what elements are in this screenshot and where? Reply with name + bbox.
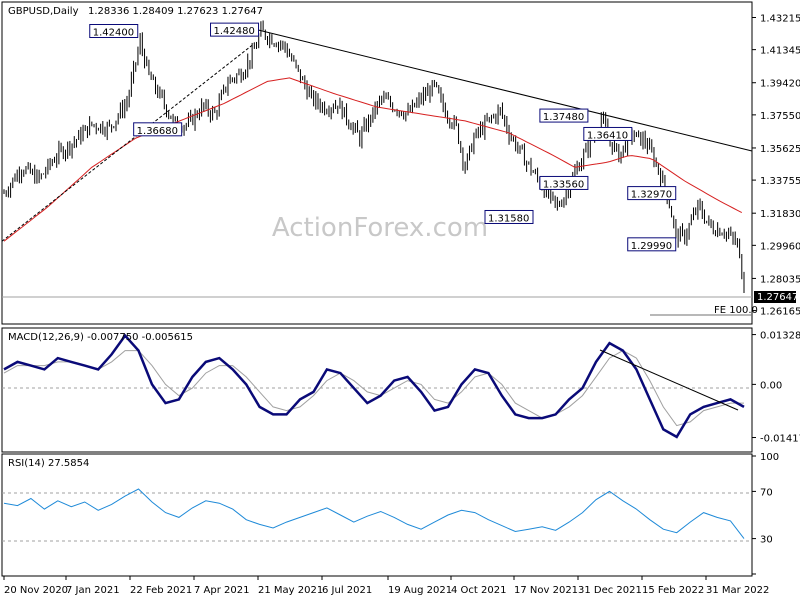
price-tick-label: 1.39420 (760, 79, 800, 90)
macd-panel: MACD(12,26,9) -0.007750 -0.005615 0.0132… (1, 327, 800, 453)
price-tick-label: 1.37550 (760, 111, 800, 122)
price-annotation-box (484, 209, 534, 224)
rsi-line (3, 488, 745, 539)
price-tick-label: 1.33755 (760, 176, 800, 187)
price-annotation: 1.31580 (488, 213, 529, 224)
macd-tick-label: -0.014173 (760, 434, 800, 445)
price-tick-label: 1.29960 (760, 241, 800, 252)
price-panel-frame (1, 1, 753, 325)
price-tick-label: 1.28035 (760, 274, 800, 285)
x-tick-label: 6 Jul 2021 (322, 585, 372, 596)
price-panel: ActionForex.com 1.42400 1.42480 1.36680 1.3… (1, 1, 800, 325)
x-tick-label: 15 Feb 2022 (642, 585, 704, 596)
price-annotation-box (627, 237, 677, 252)
rsi-tick-label: 100 (760, 452, 779, 463)
rsi-panel-frame (1, 453, 753, 577)
price-tick-label: 1.43215 (760, 13, 800, 24)
price-tick-label: 1.41345 (760, 46, 800, 57)
x-tick-label: 21 May 2021 (258, 585, 323, 596)
last-price-box (754, 291, 796, 303)
x-tick-label: 7 Jan 2021 (66, 585, 120, 596)
price-tick-label: 1.31830 (760, 209, 800, 220)
macd-panel-frame (1, 327, 753, 453)
price-annotation-box (133, 122, 183, 137)
price-panel-title: GBPUSD,Daily (8, 6, 79, 17)
rsi-tick-label: 70 (760, 487, 773, 498)
ohlc-header: 1.28336 1.28409 1.27623 1.27647 (88, 6, 263, 17)
rsi-title: RSI(14) 27.5854 (8, 458, 89, 469)
x-tick-label: 7 Apr 2021 (194, 585, 249, 596)
price-annotation: 1.29990 (631, 241, 672, 252)
x-tick-label: 31 Mar 2022 (706, 585, 769, 596)
x-tick-label: 4 Oct 2021 (451, 585, 506, 596)
price-annotation: 1.42480 (214, 26, 255, 37)
price-annotation-box (583, 126, 633, 141)
price-annotation: 1.33560 (543, 179, 584, 190)
price-annotation: 1.42400 (93, 28, 134, 39)
x-tick-label: 31 Dec 2021 (578, 585, 642, 596)
moving-average-line (3, 77, 743, 242)
price-annotation: 1.36680 (137, 126, 178, 137)
resistance-trendline (258, 29, 753, 152)
fe-label: FE 100.0 (714, 305, 758, 316)
macd-line (3, 333, 745, 439)
price-annotation-box (210, 22, 260, 37)
price-annotation-box (539, 108, 589, 123)
price-annotation-box (627, 186, 677, 201)
rsi-panel: RSI(14) 27.5854 100 70 30 (1, 452, 779, 577)
watermark: ActionForex.com (272, 213, 488, 243)
last-price-label: 1.27647 (757, 292, 798, 303)
x-tick-label: 20 Nov 2020 (4, 585, 68, 596)
support-trendline (1, 43, 255, 242)
x-tick-label: 19 Aug 2021 (388, 585, 452, 596)
price-annotation: 1.36410 (587, 130, 628, 141)
macd-title: MACD(12,26,9) -0.007750 -0.005615 (8, 332, 193, 343)
price-annotation-box (539, 175, 589, 190)
macd-tick-label: 0.00 (760, 380, 782, 391)
price-tick-label: 1.35625 (760, 144, 800, 155)
price-tick-label: 1.26165 (760, 307, 800, 318)
rsi-tick-label: 30 (760, 535, 773, 546)
x-tick-label: 22 Feb 2021 (130, 585, 192, 596)
price-annotation: 1.32970 (631, 190, 672, 201)
macd-trendline (599, 349, 739, 411)
x-tick-label: 17 Nov 2021 (514, 585, 578, 596)
macd-signal-line (3, 350, 744, 427)
macd-tick-label: 0.01328 (760, 331, 800, 342)
price-annotation-box (89, 24, 139, 39)
price-annotation: 1.37480 (543, 112, 584, 123)
